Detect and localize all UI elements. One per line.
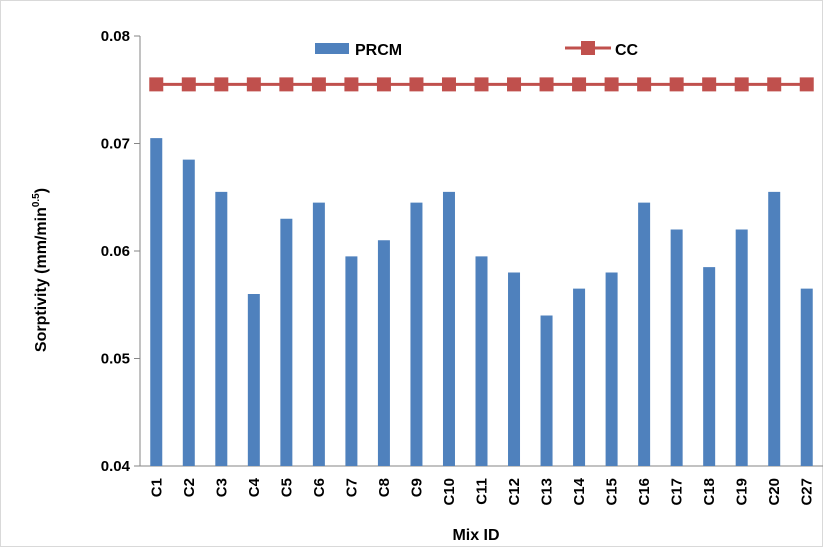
- cc-marker-C7: [344, 77, 359, 92]
- x-tick-label: C4: [246, 477, 263, 497]
- x-tick-label: C5: [278, 478, 295, 497]
- y-tick-label: 0.04: [101, 458, 131, 475]
- x-tick-label: C7: [343, 478, 360, 497]
- x-tick-label: C13: [539, 478, 556, 506]
- x-tick-label: C17: [669, 478, 686, 506]
- bar-prcm-C9: [410, 202, 423, 466]
- cc-marker-C18: [702, 77, 717, 92]
- x-tick-label: C14: [571, 477, 588, 505]
- cc-marker-C1: [149, 77, 164, 92]
- bar-prcm-C8: [377, 240, 390, 466]
- bar-prcm-C20: [768, 191, 781, 466]
- cc-marker-C27: [799, 77, 814, 92]
- x-tick-label: C3: [213, 478, 230, 497]
- bar-prcm-C15: [605, 272, 618, 466]
- x-axis-title: Mix ID: [452, 527, 499, 544]
- bar-prcm-C13: [540, 315, 553, 466]
- cc-marker-C17: [669, 77, 684, 92]
- legend-marker-cc: [581, 41, 595, 55]
- bar-prcm-C12: [508, 272, 521, 466]
- cc-marker-C14: [572, 77, 587, 92]
- cc-marker-C9: [409, 77, 424, 92]
- cc-marker-C13: [539, 77, 554, 92]
- bar-prcm-C1: [150, 138, 163, 466]
- cc-marker-C20: [767, 77, 782, 92]
- cc-marker-C2: [181, 77, 196, 92]
- y-tick-label: 0.06: [101, 243, 130, 260]
- bar-prcm-C16: [638, 202, 651, 466]
- x-tick-label: C8: [376, 478, 393, 497]
- x-tick-label: C15: [604, 478, 621, 506]
- x-tick-label: C11: [474, 478, 491, 505]
- x-tick-label: C19: [734, 478, 751, 506]
- x-tick-label: C9: [408, 478, 425, 497]
- bar-prcm-C2: [182, 159, 195, 466]
- x-tick-label: C10: [441, 478, 458, 506]
- legend-label-prcm: PRCM: [355, 42, 402, 59]
- y-axis-title: Sorptivity (mm/min0.5): [31, 188, 50, 352]
- bar-prcm-C5: [280, 218, 293, 466]
- cc-marker-C10: [441, 77, 456, 92]
- x-tick-label: C6: [311, 478, 328, 497]
- cc-marker-C19: [734, 77, 749, 92]
- bar-prcm-C19: [735, 229, 748, 466]
- y-axis-title-main: Sorptivity (mm/min: [33, 207, 50, 352]
- x-tick-label: C27: [799, 478, 816, 506]
- x-tick-label: C2: [181, 478, 198, 497]
- cc-marker-C15: [604, 77, 619, 92]
- cc-marker-C8: [376, 77, 391, 92]
- cc-marker-C11: [474, 77, 489, 92]
- cc-marker-C6: [311, 77, 326, 92]
- x-tick-label: C16: [636, 478, 653, 506]
- cc-marker-C16: [637, 77, 652, 92]
- bar-prcm-C27: [800, 288, 813, 466]
- x-tick-label: C1: [148, 478, 165, 497]
- y-axis-title-superscript: 0.5: [31, 193, 42, 207]
- y-axis-title-close: ): [33, 188, 50, 193]
- bar-prcm-C11: [475, 256, 488, 466]
- cc-marker-C4: [246, 77, 261, 92]
- bar-prcm-C4: [247, 294, 260, 466]
- bar-prcm-C17: [670, 229, 683, 466]
- legend-swatch-prcm: [315, 43, 349, 54]
- x-tick-label: C18: [701, 478, 718, 506]
- x-tick-label: C20: [766, 478, 783, 506]
- cc-marker-C12: [507, 77, 522, 92]
- bar-prcm-C7: [345, 256, 358, 466]
- legend-label-cc: CC: [615, 42, 639, 59]
- y-tick-label: 0.05: [101, 351, 130, 368]
- cc-marker-C3: [214, 77, 229, 92]
- bar-prcm-C14: [573, 288, 586, 466]
- y-tick-label: 0.08: [101, 28, 130, 45]
- bar-prcm-C10: [442, 191, 455, 466]
- x-tick-label: C12: [506, 478, 523, 506]
- y-tick-label: 0.07: [101, 136, 130, 153]
- bar-prcm-C3: [215, 191, 228, 466]
- bar-prcm-C18: [703, 267, 716, 466]
- cc-marker-C5: [279, 77, 294, 92]
- bar-prcm-C6: [312, 202, 325, 466]
